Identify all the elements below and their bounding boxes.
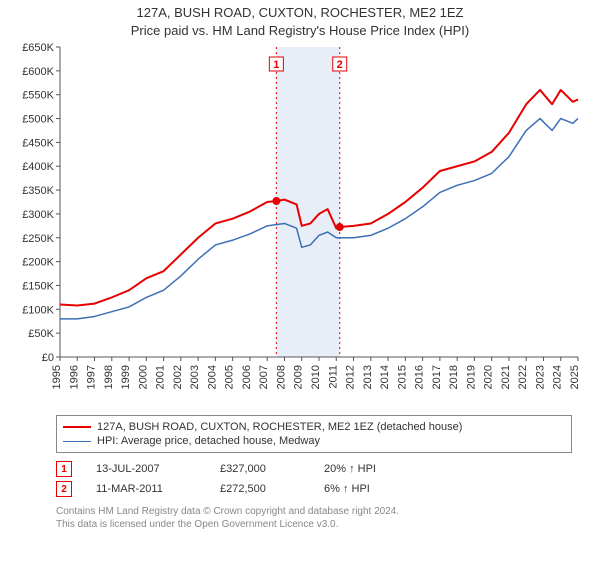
svg-text:2009: 2009 — [293, 365, 305, 389]
trans-delta-2: 6% ↑ HPI — [324, 483, 370, 495]
svg-text:1996: 1996 — [68, 365, 80, 389]
legend-label-red: 127A, BUSH ROAD, CUXTON, ROCHESTER, ME2 … — [97, 421, 462, 433]
attribution-line-1: Contains HM Land Registry data © Crown c… — [56, 505, 572, 518]
trans-price-1: £327,000 — [220, 463, 300, 475]
svg-text:2025: 2025 — [569, 365, 581, 389]
transaction-row-2: 2 11-MAR-2011 £272,500 6% ↑ HPI — [56, 479, 572, 499]
trans-date-1: 13-JUL-2007 — [96, 463, 196, 475]
svg-text:2020: 2020 — [483, 365, 495, 389]
svg-text:£50K: £50K — [28, 328, 54, 340]
svg-text:£150K: £150K — [22, 281, 54, 293]
svg-text:1995: 1995 — [51, 365, 63, 389]
title-line-2: Price paid vs. HM Land Registry's House … — [0, 22, 600, 40]
svg-text:2013: 2013 — [362, 365, 374, 389]
svg-text:£550K: £550K — [22, 90, 54, 102]
svg-text:2014: 2014 — [379, 365, 391, 389]
svg-text:2004: 2004 — [206, 365, 218, 389]
legend-label-blue: HPI: Average price, detached house, Medw… — [97, 435, 320, 447]
svg-text:2017: 2017 — [431, 365, 443, 389]
title-line-1: 127A, BUSH ROAD, CUXTON, ROCHESTER, ME2 … — [0, 4, 600, 22]
svg-text:2024: 2024 — [552, 365, 564, 389]
svg-text:2006: 2006 — [241, 365, 253, 389]
svg-text:2019: 2019 — [465, 365, 477, 389]
svg-text:2022: 2022 — [517, 365, 529, 389]
svg-text:2012: 2012 — [345, 365, 357, 389]
transaction-row-1: 1 13-JUL-2007 £327,000 20% ↑ HPI — [56, 459, 572, 479]
trans-price-2: £272,500 — [220, 483, 300, 495]
svg-text:2008: 2008 — [275, 365, 287, 389]
legend: 127A, BUSH ROAD, CUXTON, ROCHESTER, ME2 … — [56, 415, 572, 453]
svg-text:2016: 2016 — [414, 365, 426, 389]
chart-title: 127A, BUSH ROAD, CUXTON, ROCHESTER, ME2 … — [0, 4, 600, 39]
marker-box-2: 2 — [56, 481, 72, 497]
svg-text:1: 1 — [273, 59, 279, 71]
marker-num-2: 2 — [61, 484, 67, 495]
svg-text:£500K: £500K — [22, 114, 54, 126]
svg-text:2002: 2002 — [172, 365, 184, 389]
svg-text:2018: 2018 — [448, 365, 460, 389]
svg-text:2023: 2023 — [534, 365, 546, 389]
marker-box-1: 1 — [56, 461, 72, 477]
attribution-line-2: This data is licensed under the Open Gov… — [56, 518, 572, 531]
svg-text:2011: 2011 — [327, 365, 339, 389]
svg-text:£0: £0 — [42, 352, 54, 364]
svg-text:£350K: £350K — [22, 185, 54, 197]
svg-text:£250K: £250K — [22, 233, 54, 245]
trans-delta-1: 20% ↑ HPI — [324, 463, 376, 475]
svg-text:£650K: £650K — [22, 42, 54, 54]
trans-date-2: 11-MAR-2011 — [96, 483, 196, 495]
legend-swatch-blue — [63, 441, 91, 442]
legend-swatch-red — [63, 426, 91, 428]
svg-text:£400K: £400K — [22, 161, 54, 173]
svg-text:2015: 2015 — [396, 365, 408, 389]
transactions-table: 1 13-JUL-2007 £327,000 20% ↑ HPI 2 11-MA… — [56, 459, 572, 499]
legend-item-red: 127A, BUSH ROAD, CUXTON, ROCHESTER, ME2 … — [63, 420, 565, 434]
svg-text:2005: 2005 — [224, 365, 236, 389]
svg-text:2: 2 — [337, 59, 343, 71]
svg-text:£200K: £200K — [22, 257, 54, 269]
svg-text:1998: 1998 — [103, 365, 115, 389]
svg-text:2021: 2021 — [500, 365, 512, 389]
svg-text:2010: 2010 — [310, 365, 322, 389]
svg-text:2000: 2000 — [137, 365, 149, 389]
svg-text:£600K: £600K — [22, 66, 54, 78]
svg-text:2001: 2001 — [155, 365, 167, 389]
svg-text:£450K: £450K — [22, 137, 54, 149]
svg-text:1997: 1997 — [86, 365, 98, 389]
legend-item-blue: HPI: Average price, detached house, Medw… — [63, 434, 565, 448]
svg-text:1999: 1999 — [120, 365, 132, 389]
marker-num-1: 1 — [61, 464, 67, 475]
price-chart: £0 £50K £100K £150K £200K £250K £300K £350K £400… — [10, 39, 590, 409]
svg-text:£300K: £300K — [22, 209, 54, 221]
svg-text:2007: 2007 — [258, 365, 270, 389]
svg-text:£100K: £100K — [22, 304, 54, 316]
attribution: Contains HM Land Registry data © Crown c… — [56, 505, 572, 531]
svg-text:2003: 2003 — [189, 365, 201, 389]
